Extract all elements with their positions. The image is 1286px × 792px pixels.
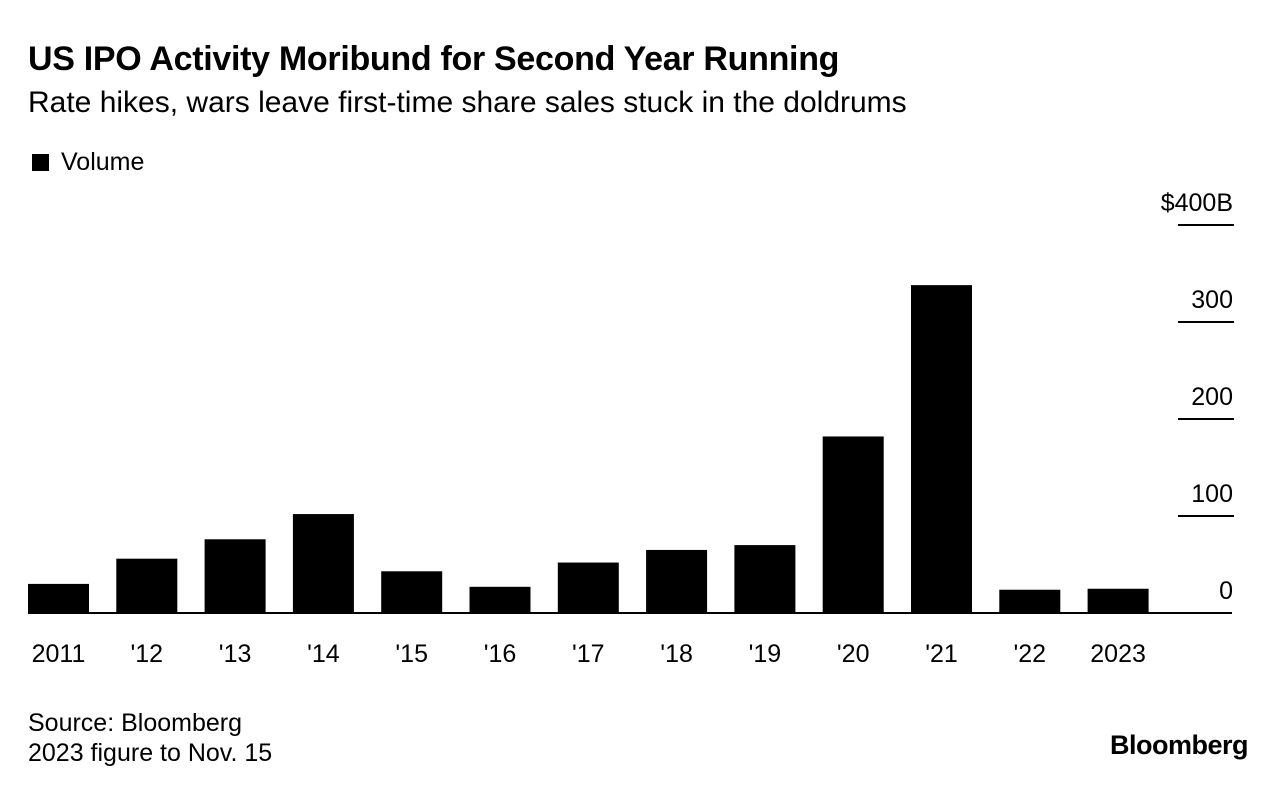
x-tick-label: '22	[1014, 640, 1047, 668]
y-tick-label: 100	[1191, 480, 1233, 508]
footnote-text: 2023 figure to Nov. 15	[28, 739, 273, 767]
bar	[292, 514, 354, 613]
bloomberg-logo: Bloomberg	[1109, 730, 1249, 760]
x-tick-label: '14	[307, 640, 340, 668]
x-tick-label: 2023	[1090, 640, 1146, 668]
x-tick-label: '16	[484, 640, 517, 668]
y-tick-label: 300	[1191, 286, 1233, 314]
x-tick-label: '17	[572, 640, 605, 668]
y-tick-label: $400B	[1161, 189, 1233, 217]
y-tick-label: 200	[1191, 383, 1233, 411]
bar	[646, 549, 708, 613]
bar	[557, 562, 619, 613]
x-tick-label: '13	[219, 640, 252, 668]
x-tick-label: '19	[749, 640, 782, 668]
x-tick-label: '12	[131, 640, 164, 668]
legend-swatch-volume	[32, 154, 49, 171]
bar	[911, 285, 972, 613]
x-tick-label: '21	[925, 640, 958, 668]
bar	[734, 545, 796, 613]
x-tick-label: '20	[837, 640, 870, 668]
bar	[116, 558, 178, 613]
x-tick-label: '15	[395, 640, 428, 668]
bar	[469, 586, 531, 613]
chart-title: US IPO Activity Moribund for Second Year…	[28, 40, 840, 78]
bar	[381, 571, 443, 613]
source-note: Source: Bloomberg 2023 figure to Nov. 15	[28, 708, 272, 768]
bar	[28, 583, 89, 613]
chart-subtitle: Rate hikes, wars leave first-time share …	[28, 86, 907, 119]
x-tick-label: 2011	[32, 640, 86, 668]
source-text: Source: Bloomberg	[28, 709, 243, 737]
bar	[1087, 588, 1149, 613]
bar	[204, 539, 266, 613]
x-tick-label: '18	[660, 640, 693, 668]
y-tick-label: 0	[1219, 577, 1233, 605]
legend-label-volume: Volume	[61, 148, 145, 176]
bar	[999, 589, 1061, 613]
bar	[822, 436, 884, 613]
legend: Volume	[32, 148, 144, 177]
